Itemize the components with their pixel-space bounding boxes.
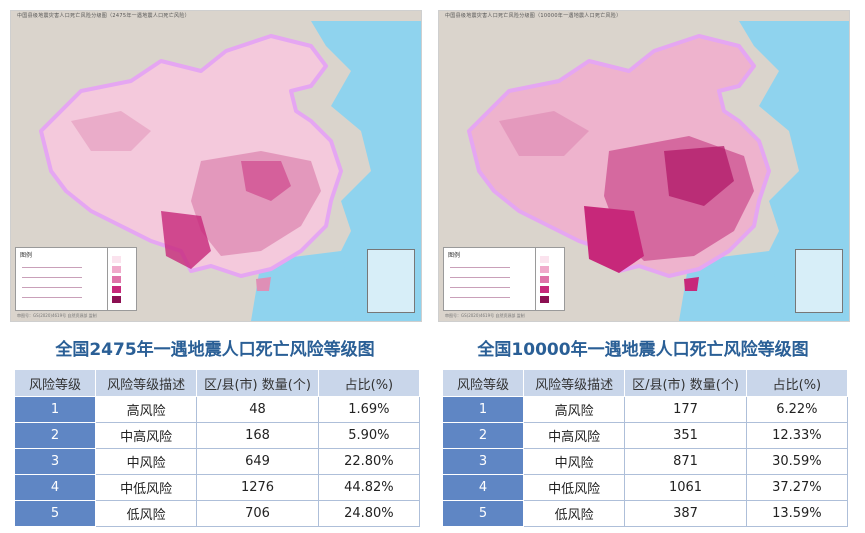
ramp-swatch [112,266,121,273]
legend-color-ramp [107,247,137,311]
column-header: 风险等级描述 [522,369,626,397]
column-header: 占比(%) [745,369,849,397]
map-title: 全国10000年一遇地震人口死亡风险等级图 [477,340,809,360]
panel-2475: 中国县级地震灾害人口死亡风险分级图（2475年一遇地震人口死亡风险） 图例 审图… [10,0,428,533]
percentage-cell: 12.33% [745,422,849,449]
map-footer: 审图号：GS(2020)4619号 自然资源部 监制 [445,313,525,318]
risk-description-cell: 低风险 [522,500,626,527]
south-china-sea-inset [367,249,415,313]
risk-level-cell: 1 [14,396,96,423]
county-count-cell: 1061 [624,474,747,501]
china-map-graphic [439,11,849,321]
legend-row [22,264,82,268]
table-row: 3 中风险 649 22.80% [14,448,421,475]
risk-description-cell: 中低风险 [94,474,198,501]
county-count-cell: 649 [196,448,319,475]
ramp-swatch [112,276,121,283]
risk-description-cell: 中风险 [94,448,198,475]
legend-row [450,294,510,298]
table-row: 4 中低风险 1276 44.82% [14,474,421,501]
ramp-swatch [112,296,121,303]
table-row: 2 中高风险 351 12.33% [442,422,849,449]
china-map-graphic [11,11,421,321]
risk-table: 风险等级 风险等级描述 区/县(市) 数量(个) 占比(%) 1 高风险 177… [442,369,849,527]
risk-level-cell: 2 [442,422,524,449]
column-header: 区/县(市) 数量(个) [196,369,319,397]
column-header: 区/县(市) 数量(个) [624,369,747,397]
risk-level-cell: 5 [14,500,96,527]
percentage-cell: 37.27% [745,474,849,501]
risk-level-cell: 3 [14,448,96,475]
ramp-swatch [112,286,121,293]
panel-10000: 中国县级地震灾害人口死亡风险分级图（10000年一遇地震人口死亡风险） 图例 审… [438,0,856,533]
legend-row [22,284,82,288]
ramp-swatch [540,296,549,303]
risk-description-cell: 中低风险 [522,474,626,501]
risk-description-cell: 中高风险 [522,422,626,449]
ramp-swatch [540,276,549,283]
legend-title: 图例 [448,252,461,259]
county-count-cell: 871 [624,448,747,475]
ramp-swatch [540,256,549,263]
map-footer: 审图号：GS(2020)4619号 自然资源部 监制 [17,313,97,318]
legend-row [450,284,510,288]
county-count-cell: 1276 [196,474,319,501]
ramp-swatch [540,286,549,293]
risk-map-10000: 中国县级地震灾害人口死亡风险分级图（10000年一遇地震人口死亡风险） 图例 审… [438,10,850,322]
legend-title: 图例 [20,252,33,259]
risk-description-cell: 中高风险 [94,422,198,449]
table-row: 5 低风险 387 13.59% [442,500,849,527]
county-count-cell: 177 [624,396,747,423]
legend-row [22,274,82,278]
table-row: 1 高风险 48 1.69% [14,396,421,423]
table-row: 1 高风险 177 6.22% [442,396,849,423]
risk-map-2475: 中国县级地震灾害人口死亡风险分级图（2475年一遇地震人口死亡风险） 图例 审图… [10,10,422,322]
table-row: 5 低风险 706 24.80% [14,500,421,527]
column-header: 风险等级 [14,369,96,397]
south-china-sea-inset [795,249,843,313]
legend-color-ramp [535,247,565,311]
percentage-cell: 13.59% [745,500,849,527]
percentage-cell: 24.80% [317,500,421,527]
map-header: 中国县级地震灾害人口死亡风险分级图（2475年一遇地震人口死亡风险） [17,13,190,19]
table-row: 3 中风险 871 30.59% [442,448,849,475]
risk-level-cell: 4 [14,474,96,501]
risk-level-cell: 1 [442,396,524,423]
ramp-swatch [540,266,549,273]
county-count-cell: 168 [196,422,319,449]
risk-level-cell: 5 [442,500,524,527]
table-header-row: 风险等级 风险等级描述 区/县(市) 数量(个) 占比(%) [14,369,421,397]
risk-description-cell: 高风险 [94,396,198,423]
map-title: 全国2475年一遇地震人口死亡风险等级图 [55,340,375,360]
percentage-cell: 5.90% [317,422,421,449]
risk-level-cell: 3 [442,448,524,475]
risk-level-cell: 4 [442,474,524,501]
column-header: 占比(%) [317,369,421,397]
percentage-cell: 6.22% [745,396,849,423]
risk-description-cell: 低风险 [94,500,198,527]
ramp-swatch [112,256,121,263]
legend-row [22,294,82,298]
risk-table: 风险等级 风险等级描述 区/县(市) 数量(个) 占比(%) 1 高风险 48 … [14,369,421,527]
table-row: 4 中低风险 1061 37.27% [442,474,849,501]
risk-description-cell: 高风险 [522,396,626,423]
column-header: 风险等级描述 [94,369,198,397]
legend-row [450,264,510,268]
percentage-cell: 30.59% [745,448,849,475]
table-header-row: 风险等级 风险等级描述 区/县(市) 数量(个) 占比(%) [442,369,849,397]
legend-row [450,274,510,278]
table-row: 2 中高风险 168 5.90% [14,422,421,449]
percentage-cell: 22.80% [317,448,421,475]
county-count-cell: 387 [624,500,747,527]
column-header: 风险等级 [442,369,524,397]
map-header: 中国县级地震灾害人口死亡风险分级图（10000年一遇地震人口死亡风险） [445,13,622,19]
risk-description-cell: 中风险 [522,448,626,475]
risk-level-cell: 2 [14,422,96,449]
percentage-cell: 1.69% [317,396,421,423]
county-count-cell: 706 [196,500,319,527]
county-count-cell: 351 [624,422,747,449]
percentage-cell: 44.82% [317,474,421,501]
county-count-cell: 48 [196,396,319,423]
